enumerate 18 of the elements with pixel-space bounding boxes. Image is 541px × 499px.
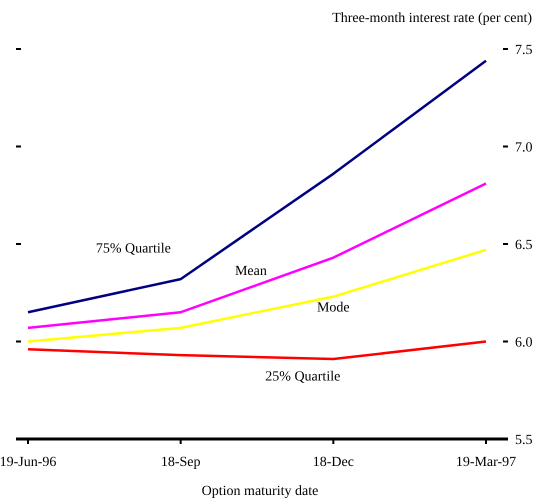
line-series (26, 340, 488, 360)
y-tick-label: 6.5 (515, 238, 532, 253)
x-tick-label: 19-Mar-97 (456, 455, 516, 470)
x-axis-title: Option maturity date (202, 484, 318, 499)
y-tick-label: 6.0 (515, 336, 532, 350)
x-tick-label: 18-Dec (312, 455, 354, 470)
y-tick-label: 5.5 (515, 433, 532, 448)
y-axis-title: Three-month interest rate (per cent) (332, 11, 532, 26)
line-series (26, 182, 488, 330)
y-tick-label: 7.0 (515, 140, 532, 156)
line-series (26, 59, 488, 314)
series-label: Mode (316, 300, 350, 316)
series-label: Mean (234, 264, 267, 280)
x-tick-label: 18-Sep (160, 455, 201, 470)
series-label: 75% Quartile (96, 241, 171, 256)
series-label: 25% Quartile (265, 369, 340, 384)
x-tick-label: 19-Jun-96 (0, 455, 56, 470)
y-tick-label: 7.5 (515, 43, 532, 58)
